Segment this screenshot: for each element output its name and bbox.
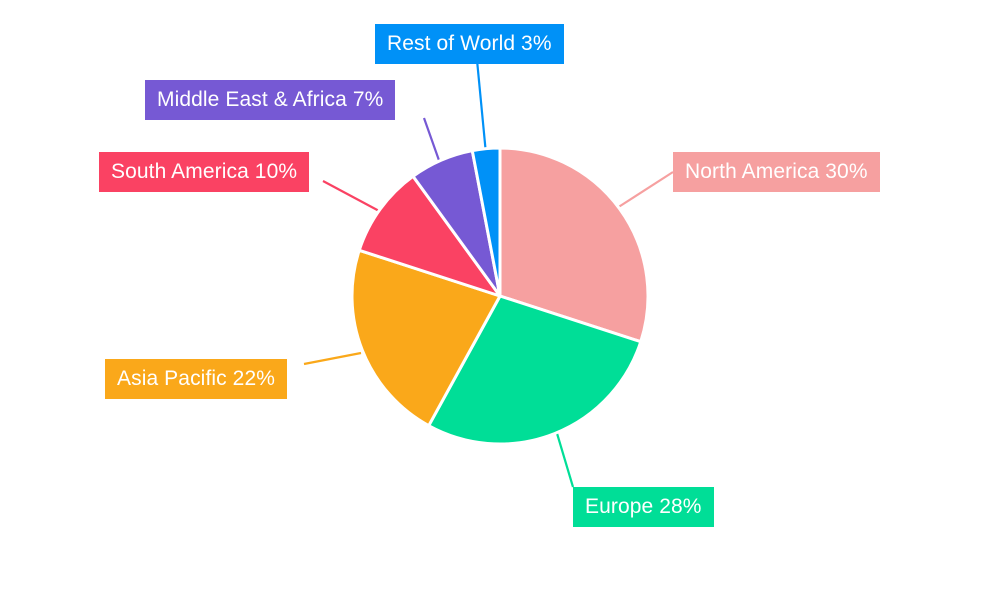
pie-label-south-america[interactable]: South America 10% [99,152,310,192]
leader-line-south-america [322,180,382,213]
pie-label-middle-east-africa[interactable]: Middle East & Africa 7% [145,80,396,120]
pie-label-asia-pacific[interactable]: Asia Pacific 22% [105,359,288,399]
leader-line-middle-east-africa [422,117,443,167]
pie-slice-europe[interactable] [427,294,643,446]
pie-label-middle-east-africa-text: Middle East & Africa 7% [157,88,384,111]
pie-label-rest-of-world[interactable]: Rest of World 3% [375,24,564,64]
pie-slice-south-america[interactable] [357,174,502,298]
leader-lines-group [303,59,674,488]
leader-line-europe [554,429,575,488]
leader-line-north-america [616,171,674,209]
pie-slice-asia-pacific[interactable] [350,248,502,428]
pie-label-south-america-text: South America 10% [111,160,298,183]
leader-line-asia-pacific [303,351,362,366]
pie-label-north-america[interactable]: North America 30% [673,152,880,192]
pie-label-north-america-text: North America 30% [685,160,868,183]
pie-slice-north-america[interactable] [498,146,650,344]
leader-line-rest-of-world [475,59,488,155]
pie-slices-group [350,146,650,446]
pie-label-rest-of-world-text: Rest of World 3% [387,32,552,55]
pie-slice-rest-of-world[interactable] [470,146,502,298]
pie-label-asia-pacific-text: Asia Pacific 22% [117,367,276,390]
pie-label-europe-text: Europe 28% [585,495,702,518]
pie-label-europe[interactable]: Europe 28% [573,487,714,527]
